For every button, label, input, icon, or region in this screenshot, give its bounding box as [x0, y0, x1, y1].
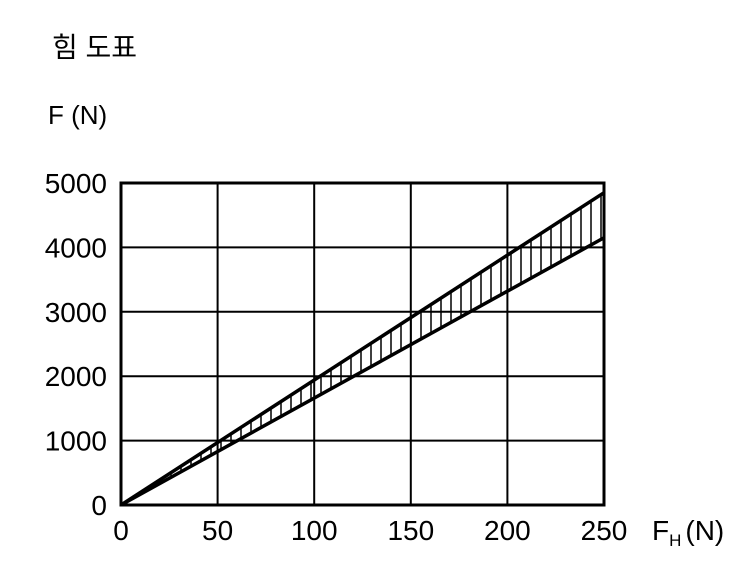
- x-axis-label-sub: H: [669, 531, 681, 550]
- y-tick-labels: 0 1000 2000 3000 4000 5000: [45, 168, 107, 521]
- x-tick-label: 250: [581, 515, 628, 546]
- y-tick-label: 4000: [45, 232, 107, 263]
- chart-title: 힘 도표: [52, 32, 137, 63]
- x-tick-labels: 0 50 100 150 200 250: [113, 515, 627, 546]
- x-tick-label: 200: [484, 515, 531, 546]
- series-lines: [120, 191, 605, 507]
- x-axis-label: FH (N): [652, 515, 724, 550]
- x-tick-label: 0: [113, 515, 129, 546]
- x-tick-label: 50: [202, 515, 233, 546]
- x-axis-label-main: F: [652, 515, 669, 546]
- y-axis-label: F (N): [48, 100, 107, 130]
- y-tick-label: 0: [91, 490, 107, 521]
- x-axis-label-unit: (N): [685, 515, 724, 546]
- x-tick-label: 100: [291, 515, 338, 546]
- y-tick-label: 3000: [45, 297, 107, 328]
- series-line: [120, 236, 605, 507]
- y-tick-label: 1000: [45, 426, 107, 457]
- y-tick-label: 5000: [45, 168, 107, 199]
- x-tick-label: 150: [387, 515, 434, 546]
- plot-frame: [119, 181, 606, 507]
- series-line: [120, 191, 605, 507]
- y-tick-label: 2000: [45, 361, 107, 392]
